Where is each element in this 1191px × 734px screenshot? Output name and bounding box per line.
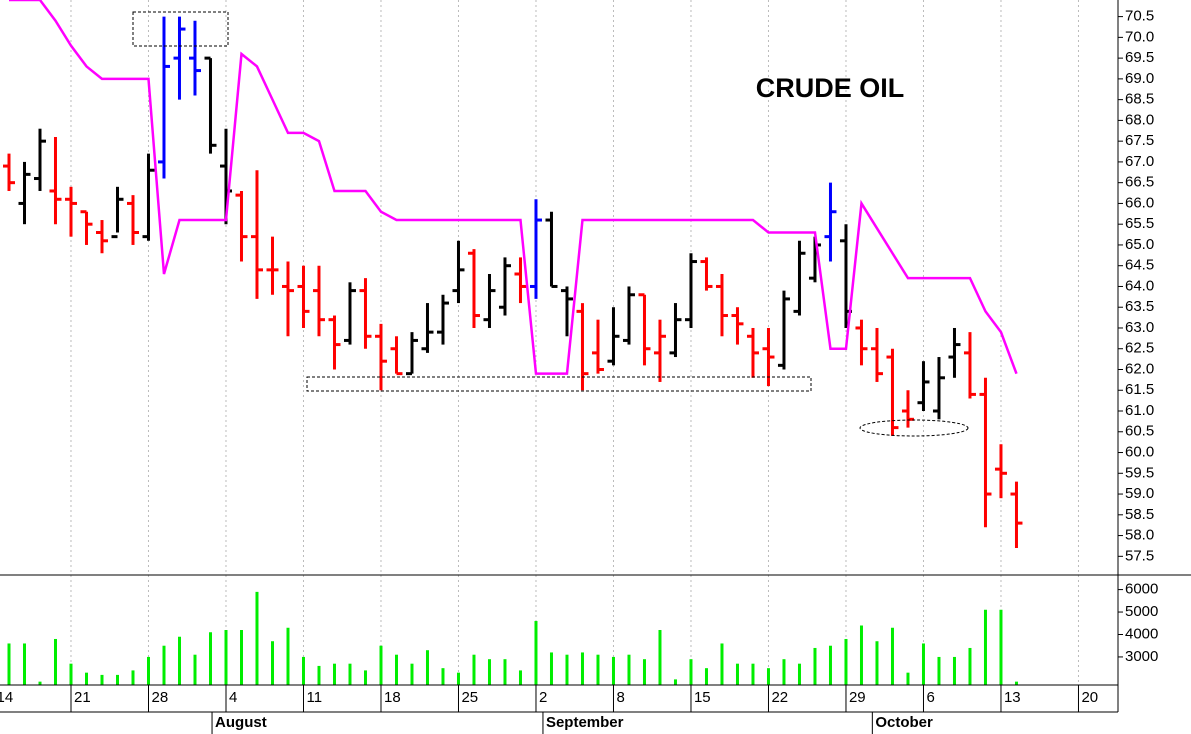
x-tick-label: 8 bbox=[616, 689, 624, 706]
x-tick-label: 20 bbox=[1081, 689, 1098, 706]
month-label: October bbox=[875, 714, 933, 731]
x-tick-label: 15 bbox=[694, 689, 711, 706]
y-tick-label: 63.0 bbox=[1125, 319, 1154, 336]
y-tick-label: 69.5 bbox=[1125, 49, 1154, 66]
x-tick-label: 29 bbox=[849, 689, 866, 706]
y-tick-label: 59.5 bbox=[1125, 464, 1154, 481]
volume-tick-label: 6000 bbox=[1125, 581, 1158, 598]
y-tick-label: 59.0 bbox=[1125, 485, 1154, 502]
y-tick-label: 60.0 bbox=[1125, 443, 1154, 460]
stop-line bbox=[8, 0, 1018, 375]
y-tick-label: 68.5 bbox=[1125, 91, 1154, 108]
y-tick-label: 67.0 bbox=[1125, 153, 1154, 170]
y-tick-label: 65.0 bbox=[1125, 236, 1154, 253]
x-tick-label: 25 bbox=[461, 689, 478, 706]
x-tick-label: 13 bbox=[1004, 689, 1021, 706]
y-tick-label: 69.0 bbox=[1125, 70, 1154, 87]
y-tick-label: 58.0 bbox=[1125, 527, 1154, 544]
y-tick-label: 64.5 bbox=[1125, 257, 1154, 274]
y-tick-label: 70.5 bbox=[1125, 8, 1154, 25]
y-tick-label: 65.5 bbox=[1125, 215, 1154, 232]
annotation-box bbox=[132, 11, 229, 47]
x-tick-label: 14 bbox=[0, 689, 13, 706]
y-tick-label: 58.5 bbox=[1125, 506, 1154, 523]
volume-tick-label: 4000 bbox=[1125, 625, 1158, 642]
grid bbox=[70, 0, 1079, 685]
y-tick-label: 68.0 bbox=[1125, 111, 1154, 128]
x-tick-label: 4 bbox=[229, 689, 237, 706]
y-tick-label: 62.5 bbox=[1125, 340, 1154, 357]
y-tick-label: 67.5 bbox=[1125, 132, 1154, 149]
x-tick-label: 6 bbox=[926, 689, 934, 706]
y-tick-label: 61.5 bbox=[1125, 381, 1154, 398]
month-label: August bbox=[215, 714, 267, 731]
y-tick-label: 66.5 bbox=[1125, 174, 1154, 191]
volume-panel bbox=[7, 591, 1018, 685]
month-label: September bbox=[546, 714, 624, 731]
y-tick-label: 62.0 bbox=[1125, 360, 1154, 377]
y-tick-label: 61.0 bbox=[1125, 402, 1154, 419]
x-tick-label: 21 bbox=[74, 689, 91, 706]
x-tick-label: 2 bbox=[539, 689, 547, 706]
x-tick-label: 22 bbox=[771, 689, 788, 706]
y-tick-label: 57.5 bbox=[1125, 547, 1154, 564]
y-tick-label: 66.0 bbox=[1125, 194, 1154, 211]
chart-title: CRUDE OIL bbox=[756, 73, 905, 103]
volume-tick-label: 3000 bbox=[1125, 648, 1158, 665]
y-tick-label: 64.0 bbox=[1125, 277, 1154, 294]
price-panel bbox=[2, 0, 1023, 549]
annotation-ellipse bbox=[859, 419, 969, 437]
x-tick-label: 18 bbox=[384, 689, 401, 706]
annotation-box bbox=[306, 376, 812, 392]
x-tick-label: 11 bbox=[306, 689, 322, 706]
x-tick-label: 28 bbox=[151, 689, 168, 706]
y-tick-label: 60.5 bbox=[1125, 423, 1154, 440]
y-tick-label: 63.5 bbox=[1125, 298, 1154, 315]
volume-tick-label: 5000 bbox=[1125, 603, 1158, 620]
y-tick-label: 70.0 bbox=[1125, 28, 1154, 45]
